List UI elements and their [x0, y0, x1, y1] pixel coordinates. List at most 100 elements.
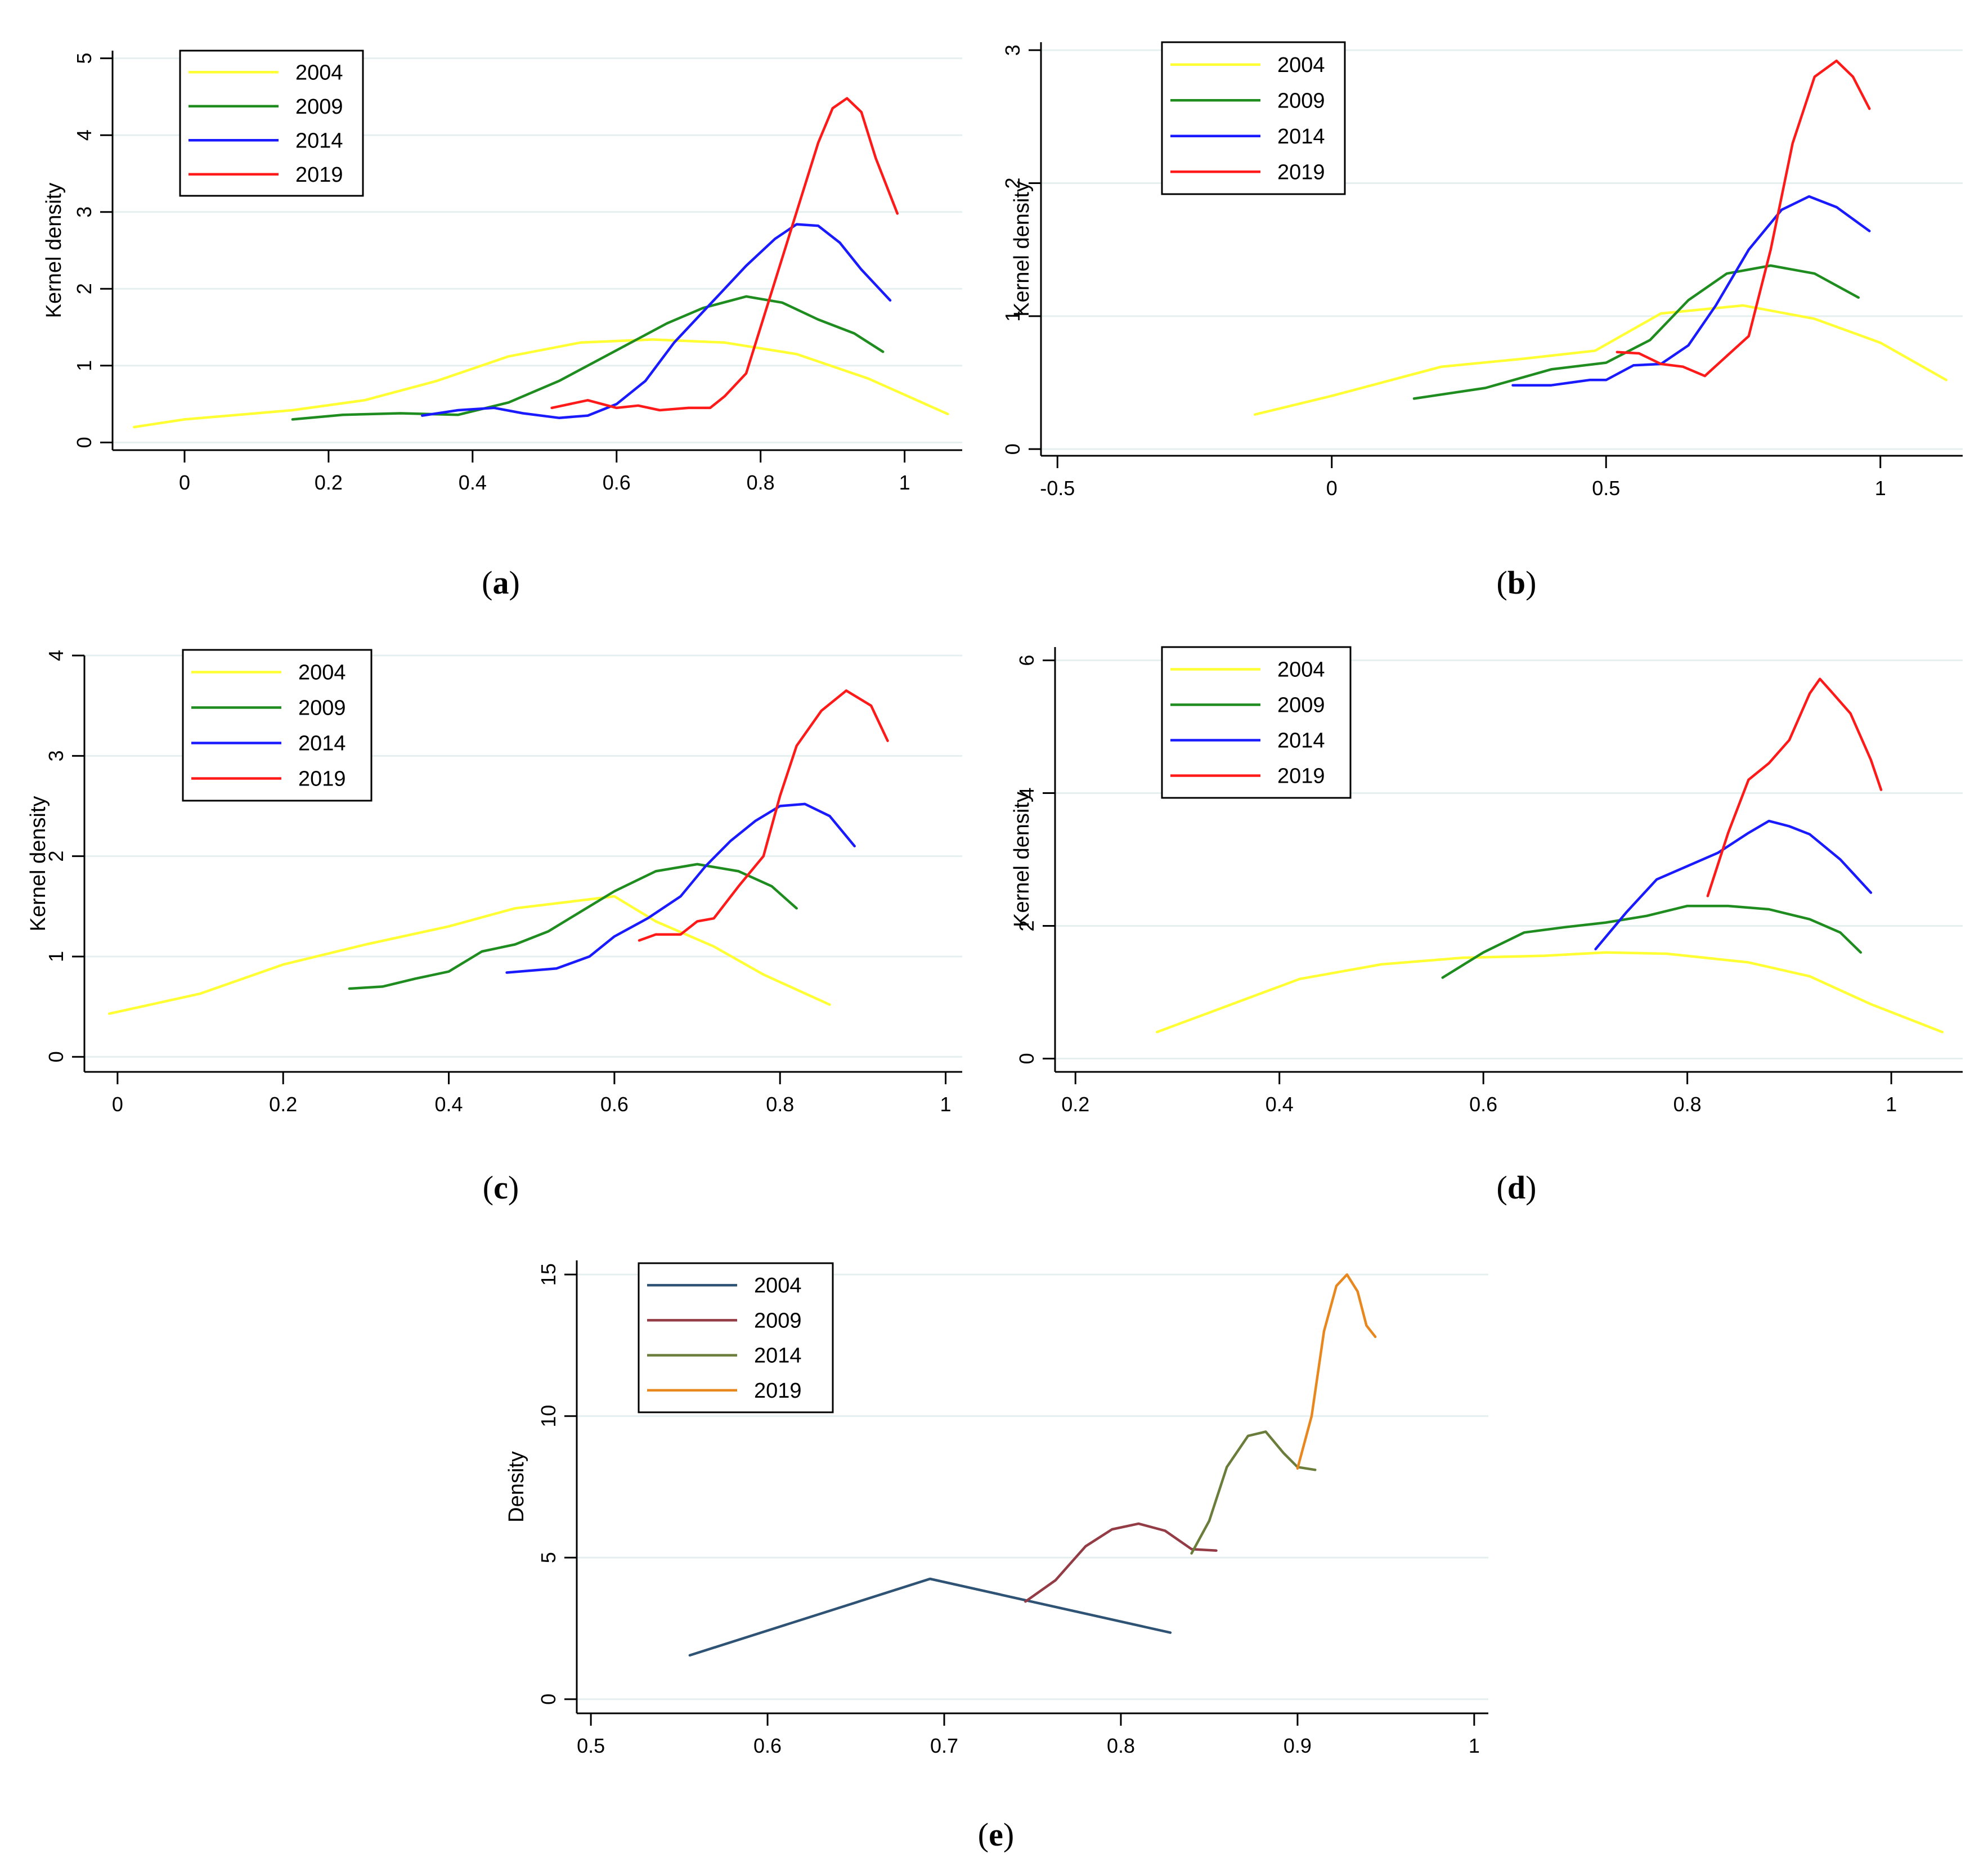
- y-tick-label: 10: [537, 1405, 560, 1427]
- y-tick-label: 2: [73, 283, 96, 294]
- legend-label-2014: 2014: [295, 129, 343, 152]
- legend: 2004 2009 2014 2019: [179, 50, 364, 197]
- legend-box: [1161, 646, 1352, 799]
- y-tick-label: 0: [537, 1694, 560, 1705]
- x-tick-label: 0: [112, 1093, 123, 1116]
- y-tick-label: 3: [73, 206, 96, 218]
- y-tick-label: 4: [1015, 788, 1038, 799]
- legend: 2004 2009 2014 2019: [1161, 41, 1346, 195]
- series-line-2019: [638, 689, 889, 942]
- x-tick-label: 0.8: [1107, 1734, 1135, 1757]
- y-tick-label: 0: [1001, 443, 1024, 455]
- y-tick-label: 1: [73, 360, 96, 371]
- series-line-2019: [1706, 677, 1883, 897]
- x-tick-label: 0.2: [1061, 1093, 1089, 1116]
- y-axis-title: Kernel density: [1010, 181, 1034, 317]
- y-tick-label: 15: [537, 1263, 560, 1286]
- panel-caption: (c): [483, 1169, 519, 1206]
- x-tick-label: 0.8: [766, 1093, 794, 1116]
- series-line-2009: [348, 863, 798, 990]
- legend-label-2019: 2019: [1277, 160, 1325, 184]
- legend-label-2009: 2009: [754, 1309, 802, 1332]
- legend-box: [179, 50, 364, 197]
- x-tick-label: 0.4: [435, 1093, 463, 1116]
- panel-caption-open: (: [1497, 564, 1507, 601]
- y-tick-label: 3: [1001, 44, 1024, 56]
- legend-label-2004: 2004: [1277, 53, 1325, 77]
- y-tick-label: 4: [73, 129, 96, 141]
- y-tick-label: 1: [44, 951, 68, 962]
- legend-box: [1161, 41, 1346, 195]
- x-tick-label: 1: [1469, 1734, 1480, 1757]
- x-tick-label: 0.6: [600, 1093, 629, 1116]
- series-line-2009: [1024, 1522, 1218, 1603]
- x-tick-label: 1: [1886, 1093, 1897, 1116]
- panel-caption-close: ): [509, 564, 520, 601]
- series-line-2004: [688, 1577, 1172, 1657]
- x-tick-label: 0.4: [459, 471, 487, 494]
- panel-caption-close: ): [1003, 1816, 1014, 1853]
- series-line-2004: [107, 895, 831, 1015]
- panel-caption-letter: d: [1507, 1169, 1525, 1206]
- legend-label-2004: 2004: [298, 661, 346, 685]
- y-tick-label: 0: [1015, 1053, 1038, 1064]
- y-tick-label: 0: [44, 1051, 68, 1062]
- y-tick-label: 2: [1015, 920, 1038, 931]
- x-tick-label: 0: [1326, 477, 1338, 500]
- y-tick-label: 5: [537, 1552, 560, 1563]
- y-tick-label: 5: [73, 53, 96, 64]
- series-line-2019: [1615, 59, 1871, 378]
- y-axis-title: Kernel density: [1010, 792, 1034, 927]
- x-tick-label: -0.5: [1040, 477, 1075, 500]
- panel-caption: (e): [978, 1816, 1014, 1853]
- x-tick-label: 1: [899, 471, 910, 494]
- x-tick-label: 0.5: [577, 1734, 605, 1757]
- y-tick-label: 4: [44, 650, 68, 661]
- panel-caption-open: (: [1497, 1169, 1507, 1206]
- panel-caption-letter: b: [1507, 564, 1525, 601]
- x-tick-label: 0.5: [1592, 477, 1620, 500]
- x-tick-label: 1: [940, 1093, 952, 1116]
- x-tick-label: 0: [179, 471, 190, 494]
- y-axis-title: Kernel density: [42, 183, 66, 318]
- legend-label-2009: 2009: [295, 95, 343, 119]
- series-line-2009: [1412, 264, 1860, 400]
- x-tick-label: 0.2: [269, 1093, 297, 1116]
- panel-caption-letter: e: [989, 1816, 1003, 1853]
- y-tick-label: 1: [1001, 311, 1024, 322]
- legend-label-2019: 2019: [298, 767, 346, 791]
- series-line-2014: [1190, 1430, 1317, 1555]
- x-tick-label: 0.8: [1673, 1093, 1702, 1116]
- legend-label-2004: 2004: [754, 1274, 802, 1298]
- series-line-2014: [1511, 195, 1871, 387]
- series-line-2019: [550, 97, 899, 412]
- panel-e: 0 5 10 15 0.5 0.6 0.7 0.8 0.9 1 Density 2004 2009 201…: [505, 1260, 1488, 1853]
- y-tick-label: 3: [44, 750, 68, 761]
- legend-label-2019: 2019: [1277, 765, 1325, 788]
- y-axis-title: Density: [505, 1451, 528, 1523]
- panel-caption-close: ): [508, 1169, 519, 1206]
- panel-caption-close: ): [1525, 564, 1536, 601]
- series-line-2014: [1594, 819, 1873, 951]
- x-tick-label: 0.2: [315, 471, 343, 494]
- legend: 2004 2009 2014 2019: [638, 1262, 834, 1413]
- legend-label-2014: 2014: [298, 732, 346, 756]
- legend-label-2004: 2004: [1277, 658, 1325, 682]
- series-line-2014: [505, 802, 856, 974]
- series-line-2014: [421, 223, 892, 419]
- legend-box: [182, 649, 373, 802]
- legend-label-2019: 2019: [754, 1379, 802, 1403]
- series-line-2019: [1296, 1273, 1377, 1470]
- series-line-2004: [133, 338, 949, 429]
- legend-label-2014: 2014: [1277, 125, 1325, 149]
- x-tick-label: 0.6: [603, 471, 631, 494]
- legend: 2004 2009 2014 2019: [182, 649, 373, 802]
- y-tick-label: 2: [44, 851, 68, 862]
- legend-label-2009: 2009: [298, 697, 346, 720]
